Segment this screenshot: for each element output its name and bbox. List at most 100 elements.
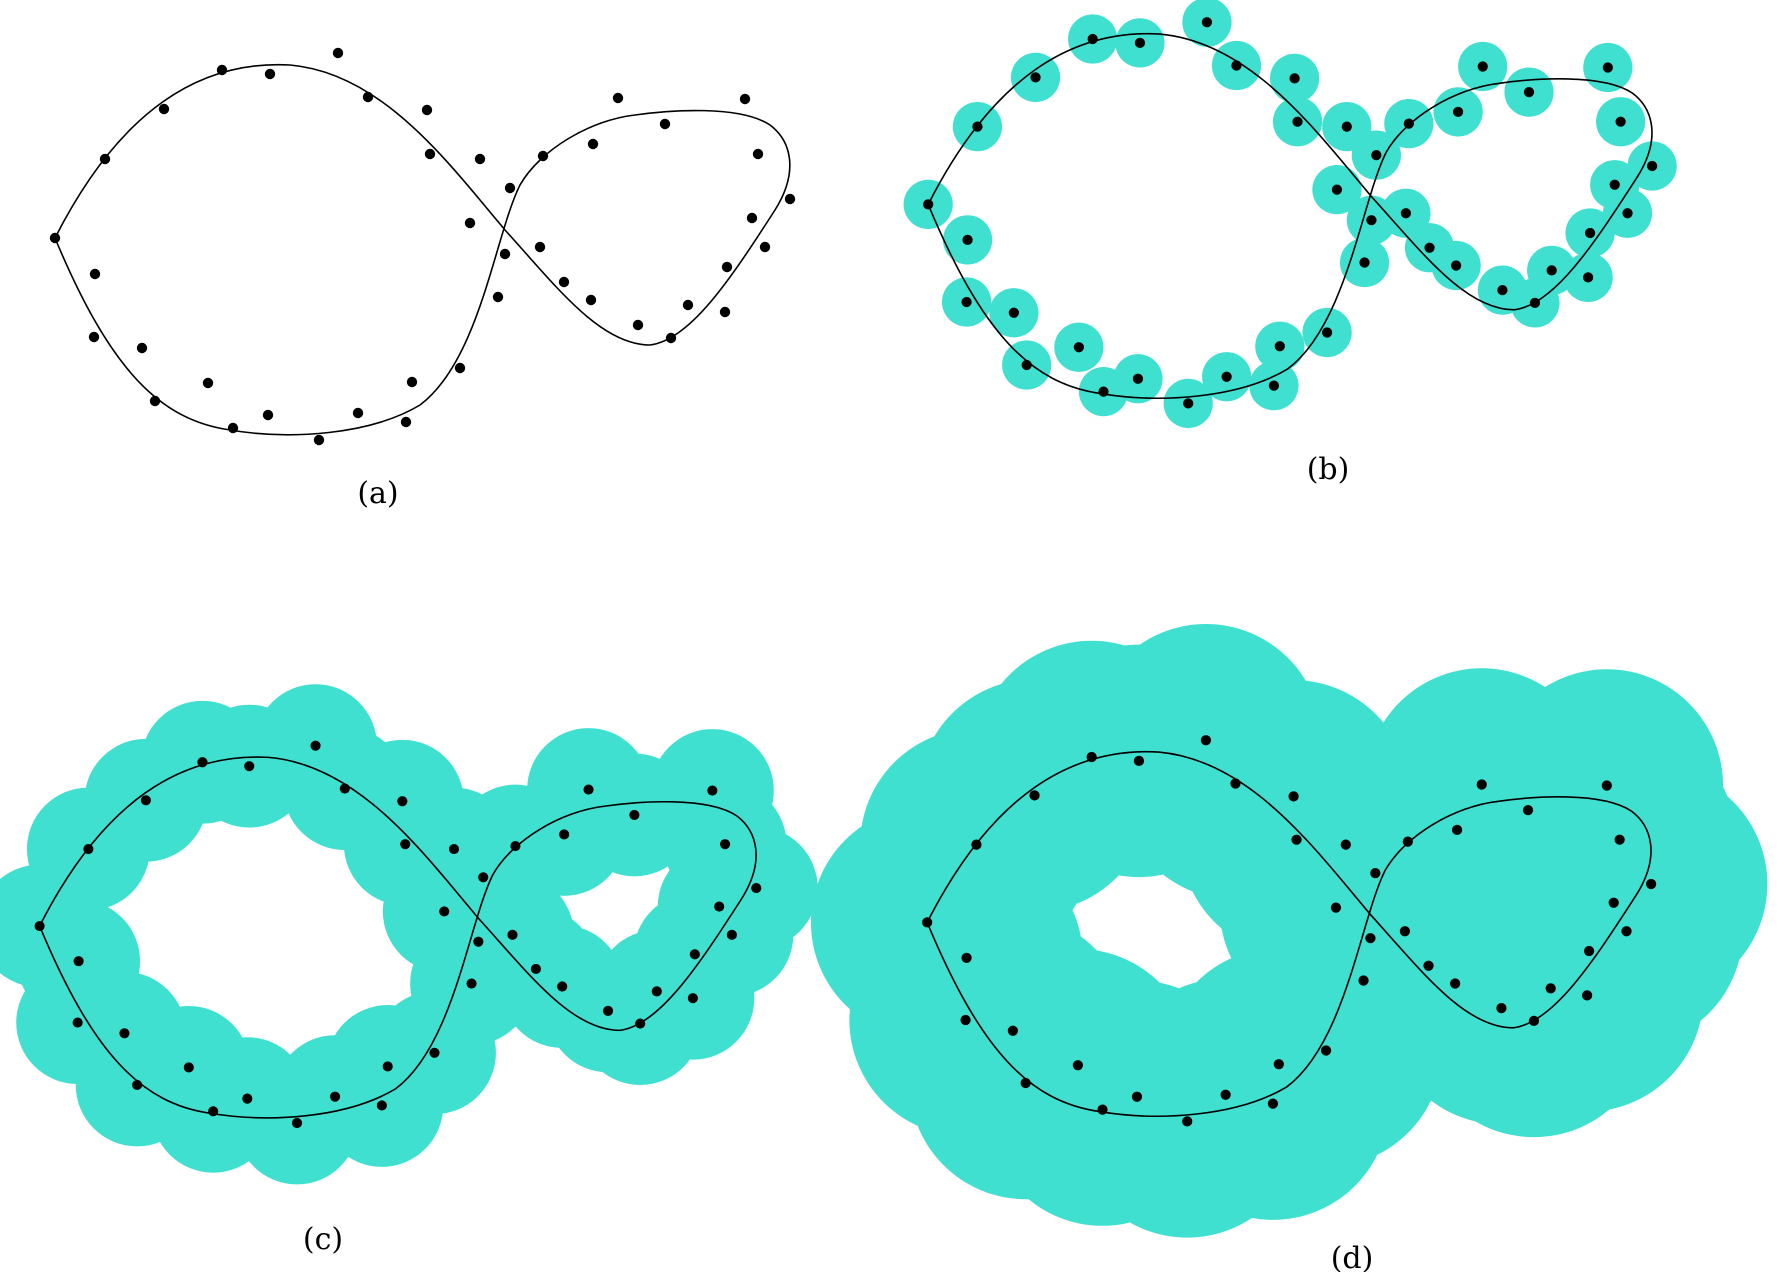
sample-point	[1528, 1015, 1540, 1027]
sample-point	[1583, 272, 1594, 283]
panel-a: (a)	[49, 47, 796, 511]
sample-point	[739, 93, 751, 105]
sample-point	[1200, 735, 1212, 746]
sample-point	[1321, 327, 1333, 338]
sample-point	[72, 1017, 83, 1028]
sample-point	[1183, 398, 1194, 409]
sample-point	[262, 409, 274, 421]
panel-b: (b)	[903, 0, 1677, 487]
sample-point	[158, 103, 170, 115]
sample-point	[397, 796, 408, 807]
sample-point	[612, 92, 624, 104]
sample-point	[1073, 342, 1085, 353]
sample-point	[424, 148, 436, 160]
sample-point	[1292, 116, 1303, 127]
panel-a-points	[49, 47, 796, 446]
sample-point	[1021, 359, 1032, 371]
sample-point	[510, 841, 521, 852]
sample-point	[34, 920, 45, 932]
sample-point	[971, 839, 982, 850]
sample-point	[1545, 983, 1556, 994]
sample-point	[1546, 265, 1557, 276]
sample-point	[1529, 297, 1541, 309]
sample-point	[629, 809, 640, 820]
sample-point	[1087, 33, 1098, 45]
sample-point	[719, 306, 731, 318]
sample-point	[922, 917, 933, 928]
sample-point	[1583, 945, 1595, 957]
sample-point	[1134, 37, 1146, 49]
sample-point	[1621, 926, 1632, 937]
panel-c-label: (c)	[303, 1222, 343, 1257]
sample-point	[499, 248, 511, 260]
sample-point	[83, 843, 94, 855]
sample-point	[136, 342, 148, 354]
sample-point	[89, 268, 101, 280]
sample-point	[73, 956, 84, 967]
panel-c-balls	[0, 684, 818, 1185]
sample-point	[752, 148, 764, 160]
sample-point	[587, 138, 599, 150]
sample-point	[1267, 1098, 1279, 1109]
sample-point	[1230, 778, 1241, 789]
sample-point	[726, 929, 737, 940]
sample-point	[1366, 215, 1377, 226]
sample-point	[1371, 150, 1382, 161]
sample-point	[1291, 834, 1302, 845]
sample-point	[1273, 1059, 1284, 1070]
sample-point	[216, 64, 228, 76]
panel-d-points	[922, 735, 1657, 1127]
panel-d: (d)	[810, 623, 1768, 1276]
sample-point	[1182, 1116, 1193, 1127]
sample-point	[1451, 824, 1463, 835]
sample-point	[602, 1005, 614, 1016]
sample-point	[1522, 805, 1534, 816]
sample-point	[439, 906, 450, 917]
sample-point	[132, 1079, 143, 1091]
sample-point	[49, 232, 61, 244]
sample-point	[1452, 106, 1464, 117]
sample-point	[1097, 1104, 1108, 1115]
sample-point	[1399, 926, 1411, 937]
sample-point	[1370, 868, 1381, 879]
sample-point	[559, 829, 570, 840]
sample-point	[1608, 897, 1619, 908]
sample-point	[227, 422, 239, 434]
sample-point	[1403, 118, 1414, 129]
sample-point	[421, 104, 433, 116]
sample-point	[665, 332, 677, 344]
sample-point	[400, 839, 411, 850]
sample-point	[99, 153, 111, 165]
sample-point	[400, 416, 412, 428]
sample-point	[1582, 990, 1593, 1001]
panel-b-label: (b)	[1307, 452, 1350, 487]
panel-b-curve	[927, 32, 1653, 399]
sample-point	[746, 212, 758, 224]
sample-point	[972, 121, 983, 132]
panel-c-curve	[38, 756, 757, 1119]
sample-point	[1523, 87, 1535, 98]
sample-point	[585, 294, 597, 306]
sample-point	[1358, 975, 1369, 986]
sample-point	[1601, 780, 1612, 791]
sample-point	[429, 1047, 440, 1058]
sample-point	[88, 331, 100, 343]
sample-point	[1007, 1025, 1018, 1036]
sample-point	[1131, 1091, 1143, 1102]
sample-point	[454, 362, 466, 374]
sample-point	[687, 993, 698, 1004]
panel-b-points	[923, 17, 1658, 409]
sample-point	[478, 872, 489, 883]
sample-point	[329, 1091, 341, 1102]
sample-point	[332, 47, 344, 59]
sample-point	[1029, 790, 1040, 801]
sample-point	[583, 784, 594, 795]
sample-point	[119, 1028, 130, 1039]
sample-point	[1614, 834, 1625, 845]
sample-point	[1359, 257, 1370, 268]
sample-point	[707, 785, 718, 796]
sample-point	[714, 901, 725, 912]
sample-point	[313, 434, 325, 446]
sample-point	[1497, 285, 1508, 296]
